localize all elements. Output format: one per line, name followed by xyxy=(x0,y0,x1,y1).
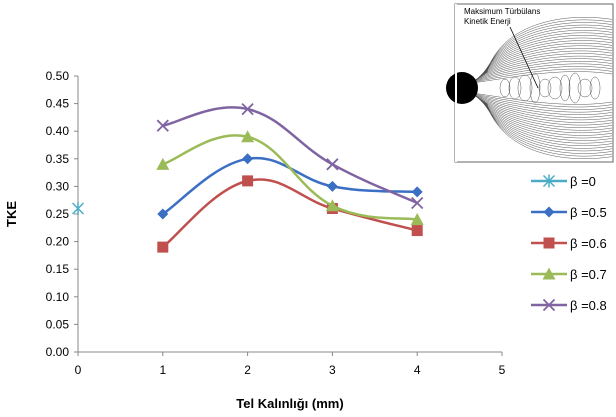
series-3 xyxy=(156,130,424,226)
y-tick-label: 0.50 xyxy=(46,69,70,83)
y-axis-title: TKE xyxy=(4,201,19,227)
data-point xyxy=(326,180,338,192)
y-tick-label: 0.35 xyxy=(46,152,70,166)
inset-contour xyxy=(529,72,541,104)
chart-legend: β =0 β =0.5 β =0.6 β =0.7 β =0.8 xyxy=(531,174,607,313)
inset-contour xyxy=(472,94,613,113)
y-tick-label: 0.00 xyxy=(46,345,70,359)
inset-contour xyxy=(568,72,582,104)
legend-entry: β =0 xyxy=(531,174,596,189)
legend-label: β =0.6 xyxy=(570,236,607,251)
chart-series-layer xyxy=(71,102,424,253)
x-axis-title: Tel Kalınlığı (mm) xyxy=(236,396,343,411)
legend-marker xyxy=(542,298,556,312)
legend-marker xyxy=(543,206,555,218)
x-tick-label: 5 xyxy=(499,363,506,377)
inset-contour xyxy=(508,76,522,100)
series-1 xyxy=(157,153,423,220)
inset-contour xyxy=(589,76,601,100)
inset-pointer-line xyxy=(509,26,539,89)
data-point xyxy=(71,201,85,215)
data-point xyxy=(157,241,169,253)
x-tick-label: 4 xyxy=(414,363,421,377)
chart-axes: 0.00 0.05 0.10 0.15 0.20 0.25 0.30 0.35 0.40 0.45… xyxy=(4,69,506,411)
legend-label: β =0.8 xyxy=(570,298,607,313)
inset-caption-line2: Kinetik Enerji xyxy=(464,17,511,26)
legend-entry: β =0.7 xyxy=(531,267,607,282)
inset-contour xyxy=(474,55,613,81)
inset-contour xyxy=(473,95,613,118)
data-point xyxy=(411,225,423,237)
series-line xyxy=(162,106,418,205)
inset-contour xyxy=(473,58,613,81)
x-tick-label: 3 xyxy=(329,363,336,377)
inset-contour xyxy=(547,76,563,100)
y-tick-label: 0.40 xyxy=(46,124,70,138)
inset-contour xyxy=(517,74,533,102)
y-tick-label: 0.30 xyxy=(46,179,70,193)
inset-contour xyxy=(471,66,613,83)
series-0 xyxy=(71,201,85,215)
inset-contour xyxy=(475,96,613,123)
inset-contour xyxy=(499,78,511,98)
legend-entry: β =0.5 xyxy=(531,205,607,220)
inset-caption-line1: Maksimum Türbülans xyxy=(464,7,540,16)
inset-flow-image: Maksimum Türbülans Kinetik Enerji xyxy=(446,3,614,163)
data-point xyxy=(241,102,254,116)
inset-contour xyxy=(471,93,613,110)
series-line xyxy=(162,178,418,249)
inset-contour xyxy=(470,68,613,83)
inset-contour-lines xyxy=(469,17,613,159)
y-tick-label: 0.20 xyxy=(46,235,70,249)
data-point xyxy=(326,158,339,171)
data-point xyxy=(156,157,170,170)
data-point xyxy=(411,186,423,198)
data-point xyxy=(241,130,255,143)
inset-contour xyxy=(473,94,613,115)
legend-label: β =0.5 xyxy=(570,205,607,220)
data-point xyxy=(156,119,169,132)
data-point xyxy=(410,213,424,226)
y-tick-label: 0.10 xyxy=(46,290,70,304)
x-tick-label: 0 xyxy=(75,363,82,377)
y-tick-label: 0.05 xyxy=(46,317,70,331)
legend-marker xyxy=(543,237,555,249)
y-tick-label: 0.25 xyxy=(46,207,70,221)
legend-entry: β =0.8 xyxy=(531,298,607,313)
inset-contour xyxy=(577,78,593,98)
series-line xyxy=(162,156,418,216)
legend-label: β =0.7 xyxy=(570,267,607,282)
inset-contour xyxy=(472,63,613,82)
series-4 xyxy=(156,102,424,210)
legend-marker xyxy=(542,267,556,280)
data-point xyxy=(411,196,424,210)
series-line xyxy=(162,134,418,221)
data-point xyxy=(157,208,169,220)
inset-cylinder xyxy=(446,72,478,104)
inset-contour xyxy=(559,74,571,102)
data-point xyxy=(242,153,254,165)
x-tick-label: 2 xyxy=(244,363,251,377)
y-tick-label: 0.15 xyxy=(46,262,70,276)
inset-contour xyxy=(470,93,613,108)
inset-contour xyxy=(538,78,552,98)
inset-contour xyxy=(475,53,613,80)
legend-label: β =0 xyxy=(570,174,596,189)
inset-contour xyxy=(474,95,613,121)
data-point xyxy=(242,175,254,187)
x-tick-label: 1 xyxy=(159,363,166,377)
data-point xyxy=(325,199,339,212)
y-tick-label: 0.45 xyxy=(46,97,70,111)
inset-contour xyxy=(473,61,613,82)
legend-entry: β =0.6 xyxy=(531,236,607,251)
legend-marker xyxy=(542,174,556,188)
